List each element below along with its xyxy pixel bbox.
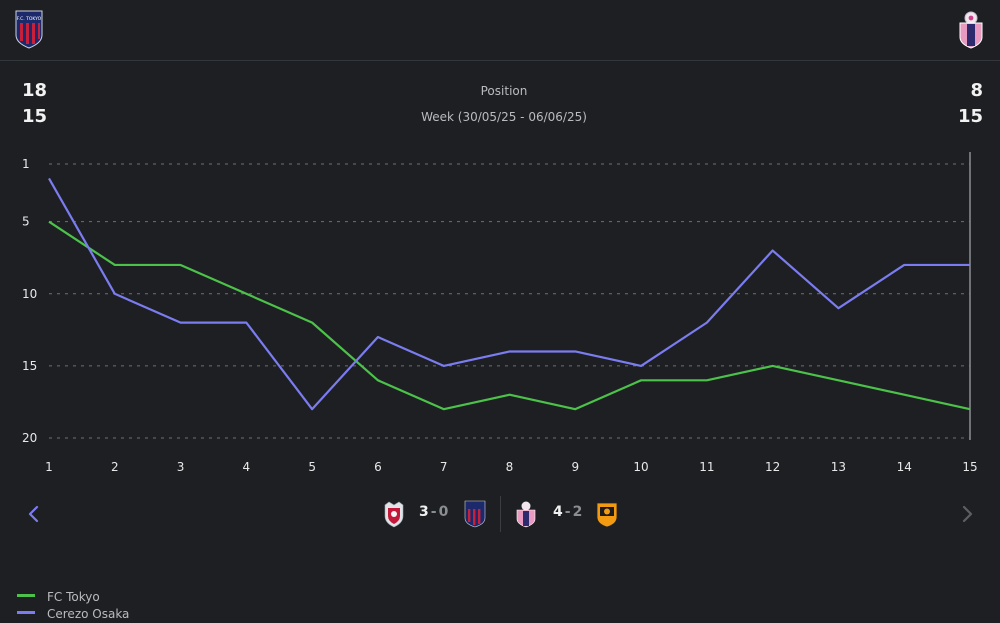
chevron-left-icon[interactable]	[24, 503, 44, 525]
cerezo-osaka-crest-icon	[516, 501, 536, 528]
series-line-fc-tokyo	[48, 220, 971, 411]
x-tick-7: 7	[440, 460, 448, 474]
cerezo-osaka-crest-icon[interactable]	[956, 9, 986, 49]
match-2-away-score: 2	[572, 504, 584, 520]
left-stat-bottom: 15	[22, 106, 48, 127]
x-tick-10: 10	[633, 460, 648, 474]
x-tick-4: 4	[243, 460, 251, 474]
right-stat-top: 8	[970, 80, 983, 101]
x-tick-2: 2	[111, 460, 119, 474]
x-tick-8: 8	[506, 460, 514, 474]
recent-matches: 3-0 4-2	[378, 496, 628, 536]
match-1-home-score: 3	[419, 504, 430, 520]
match-2-score-separator: -	[564, 504, 572, 520]
match-1-away-score: 0	[438, 504, 450, 520]
legend-item-fc-tokyo: FC Tokyo	[17, 586, 100, 605]
y-tick-20: 20	[22, 431, 37, 445]
y-tick-15: 15	[22, 359, 37, 373]
legend-label-cerezo-osaka: Cerezo Osaka	[47, 607, 130, 621]
match-divider	[500, 496, 501, 532]
chart-subtitle: Week (30/05/25 - 06/06/25)	[421, 110, 587, 124]
x-tick-11: 11	[699, 460, 714, 474]
svg-text:F.C. TOKYO: F.C. TOKYO	[17, 16, 42, 22]
match-2-home-score: 4	[553, 504, 564, 520]
y-tick-1: 1	[22, 157, 30, 171]
x-tick-1: 1	[45, 460, 53, 474]
x-tick-15: 15	[962, 460, 977, 474]
legend-swatch-fc-tokyo	[17, 594, 35, 597]
fc-tokyo-crest-icon	[464, 500, 486, 528]
x-tick-9: 9	[571, 460, 579, 474]
series-line-cerezo-osaka	[48, 177, 970, 411]
x-tick-12: 12	[765, 460, 780, 474]
x-tick-13: 13	[831, 460, 846, 474]
kashima-crest-icon	[384, 501, 404, 528]
x-tick-6: 6	[374, 460, 382, 474]
x-tick-14: 14	[897, 460, 912, 474]
header: F.C. TOKYO	[0, 0, 1000, 61]
chevron-right-icon[interactable]	[957, 503, 977, 525]
y-tick-5: 5	[22, 215, 30, 229]
x-tick-5: 5	[308, 460, 316, 474]
legend-swatch-cerezo-osaka	[17, 611, 35, 614]
shimizu-crest-icon	[596, 502, 618, 528]
legend-label-fc-tokyo: FC Tokyo	[47, 590, 100, 604]
fc-tokyo-crest-icon[interactable]: F.C. TOKYO	[14, 9, 44, 49]
legend-item-cerezo-osaka: Cerezo Osaka	[17, 603, 129, 622]
right-stat-bottom: 15	[957, 106, 983, 127]
y-tick-10: 10	[22, 287, 37, 301]
left-stat-top: 18	[22, 80, 48, 101]
match-1-score-separator: -	[430, 504, 438, 520]
chart-title: Position	[480, 84, 528, 98]
x-tick-3: 3	[177, 460, 185, 474]
